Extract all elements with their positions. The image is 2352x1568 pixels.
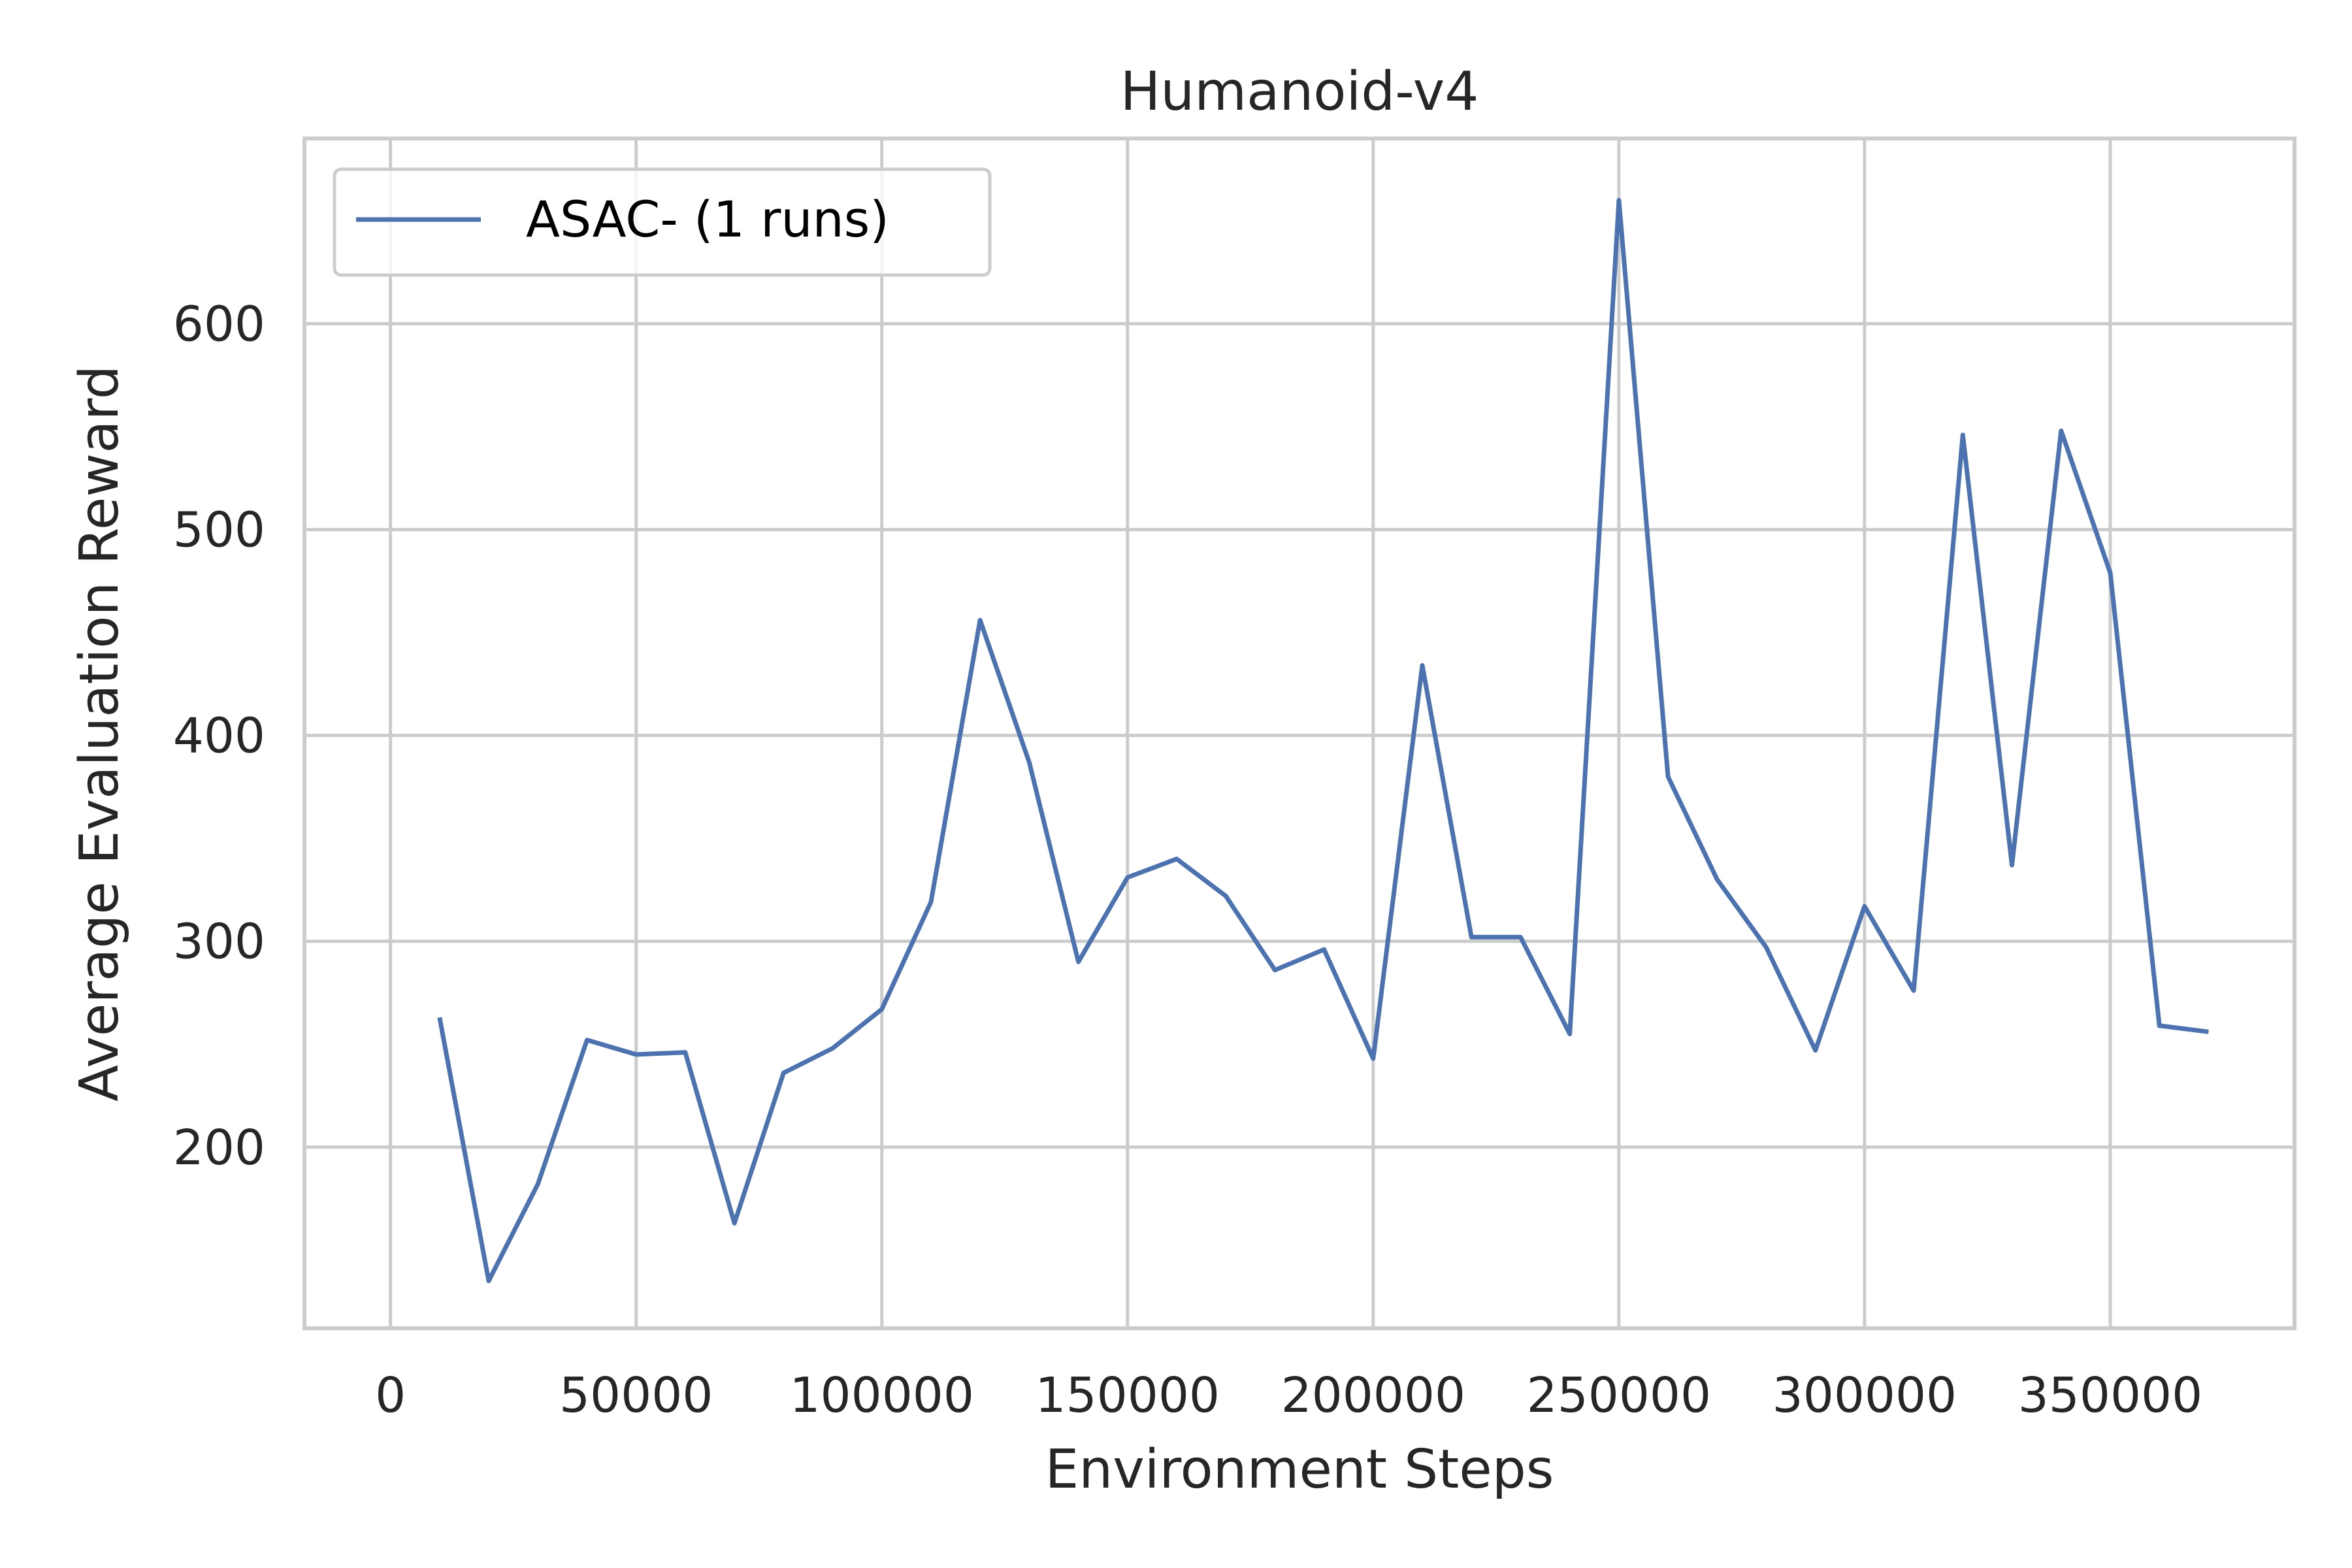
y-tick-label: 500 <box>173 502 265 559</box>
x-axis-label: Environment Steps <box>1045 1439 1554 1501</box>
x-tick-label: 100000 <box>789 1367 974 1424</box>
x-tick-label: 300000 <box>1772 1367 1957 1424</box>
legend-label-asac: ASAC- (1 runs) <box>526 190 889 248</box>
legend: ASAC- (1 runs) <box>333 167 992 277</box>
x-tick-label: 200000 <box>1281 1367 1466 1424</box>
x-tick-label: 0 <box>375 1367 406 1424</box>
legend-box <box>333 167 992 277</box>
y-tick-label: 400 <box>173 708 265 764</box>
x-tick-label: 250000 <box>1527 1367 1712 1424</box>
x-tick-label: 50000 <box>559 1367 713 1424</box>
y-tick-label: 200 <box>173 1120 265 1176</box>
series-line-asac <box>437 198 2209 1283</box>
series-layer <box>437 198 2209 1283</box>
y-axis-label: Average Evaluation Reward <box>69 365 131 1102</box>
x-tick-label: 150000 <box>1036 1367 1220 1424</box>
y-tick-label: 300 <box>173 914 265 970</box>
tick-labels: 0 50000 100000 150000 200000 250000 300000 3500… <box>173 297 2202 1424</box>
chart-title: Humanoid-v4 <box>1120 61 1479 123</box>
grid-lines <box>304 139 2295 1328</box>
y-tick-label: 600 <box>173 297 265 353</box>
x-tick-label: 350000 <box>2018 1367 2203 1424</box>
plot-frame <box>302 137 2296 1330</box>
